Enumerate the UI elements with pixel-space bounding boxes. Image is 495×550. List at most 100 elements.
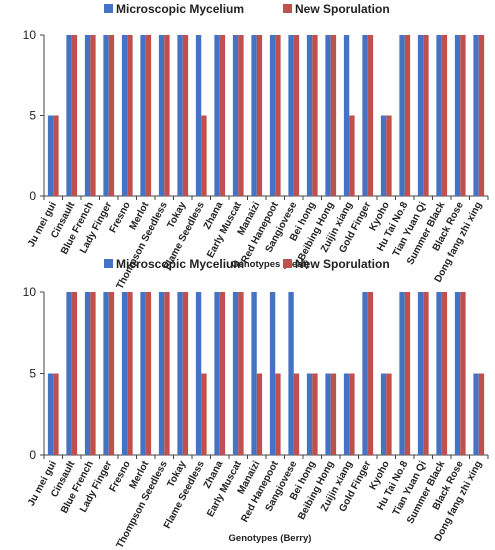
- leaf-bar-sporulation: [90, 35, 96, 196]
- berry-bar-sporulation: [127, 292, 133, 455]
- leaf-bar-sporulation: [145, 35, 152, 196]
- berry-bar-mycelium: [343, 373, 350, 455]
- leaf-legend-swatch-mycelium: [104, 4, 113, 13]
- berry-bar-mycelium: [454, 292, 461, 455]
- leaf-bar-sporulation: [423, 35, 429, 196]
- leaf-bar-mycelium: [454, 35, 461, 196]
- berry-bar-sporulation: [164, 292, 170, 455]
- berry-legend-swatch-mycelium: [104, 259, 113, 268]
- leaf-y-tick-label: 5: [29, 109, 36, 123]
- leaf-bar-sporulation: [53, 115, 59, 196]
- leaf-bar-mycelium: [103, 35, 109, 196]
- leaf-bar-mycelium: [362, 35, 368, 196]
- berry-legend-label-mycelium: Microscopic Mycelium: [116, 257, 244, 271]
- leaf-bar-sporulation: [108, 35, 115, 196]
- berry-legend-label-sporulation: New Sporulation: [295, 257, 390, 271]
- leaf-bar-mycelium: [380, 115, 387, 196]
- leaf-bar-sporulation: [238, 35, 244, 196]
- berry-bar-mycelium: [140, 292, 146, 455]
- leaf-bar-mycelium: [436, 35, 442, 196]
- berry-bar-mycelium: [269, 292, 276, 455]
- leaf-bar-mycelium: [417, 35, 424, 196]
- leaf-y-tick-label: 10: [23, 28, 37, 42]
- berry-bar-mycelium: [306, 373, 313, 455]
- berry-bar-sporulation: [330, 373, 337, 455]
- berry-bar-sporulation: [386, 373, 392, 455]
- berry-bar-mycelium: [47, 373, 54, 455]
- leaf-bar-mycelium: [473, 35, 479, 196]
- leaf-bar-sporulation: [275, 35, 281, 196]
- berry-bar-mycelium: [232, 292, 239, 455]
- berry-bar-sporulation: [182, 292, 189, 455]
- berry-y-tick-label: 0: [29, 448, 36, 462]
- leaf-bar-sporulation: [219, 35, 226, 196]
- leaf-bar-sporulation: [367, 35, 374, 196]
- leaf-bar-mycelium: [269, 35, 276, 196]
- leaf-bar-mycelium: [140, 35, 146, 196]
- leaf-y-tick-label: 0: [29, 189, 36, 203]
- berry-bar-sporulation: [460, 292, 466, 455]
- leaf-bar-mycelium: [214, 35, 220, 196]
- berry-bar-mycelium: [362, 292, 368, 455]
- berry-bar-mycelium: [325, 373, 331, 455]
- leaf-legend-label-sporulation: New Sporulation: [295, 2, 390, 16]
- leaf-bar-mycelium: [158, 35, 165, 196]
- berry-bar-sporulation: [367, 292, 374, 455]
- leaf-bar-sporulation: [164, 35, 170, 196]
- leaf-bar-mycelium: [251, 35, 257, 196]
- berry-bar-sporulation: [478, 373, 485, 455]
- leaf-bar-mycelium: [232, 35, 239, 196]
- berry-y-tick-label: 5: [29, 367, 36, 381]
- berry-bar-mycelium: [473, 373, 479, 455]
- leaf-bar-mycelium: [121, 35, 128, 196]
- berry-y-tick-label: 10: [23, 285, 37, 299]
- berry-bar-sporulation: [90, 292, 96, 455]
- berry-bar-sporulation: [349, 373, 355, 455]
- berry-bar-sporulation: [71, 292, 78, 455]
- leaf-bar-sporulation: [182, 35, 189, 196]
- berry-bar-sporulation: [441, 292, 448, 455]
- leaf-bar-sporulation: [71, 35, 78, 196]
- leaf-bar-sporulation: [127, 35, 133, 196]
- leaf-bar-mycelium: [288, 35, 294, 196]
- berry-bar-sporulation: [219, 292, 226, 455]
- leaf-bar-sporulation: [330, 35, 337, 196]
- leaf-bar-sporulation: [460, 35, 466, 196]
- berry-bar-sporulation: [201, 373, 207, 455]
- berry-bar-mycelium: [214, 292, 220, 455]
- berry-bar-mycelium: [84, 292, 91, 455]
- berry-bar-sporulation: [423, 292, 429, 455]
- berry-bar-mycelium: [288, 292, 294, 455]
- berry-bar-mycelium: [195, 292, 202, 455]
- leaf-bar-sporulation: [478, 35, 485, 196]
- berry-bar-mycelium: [177, 292, 183, 455]
- leaf-bar-sporulation: [386, 115, 392, 196]
- berry-bar-mycelium: [103, 292, 109, 455]
- leaf-bar-sporulation: [349, 115, 355, 196]
- leaf-bar-mycelium: [399, 35, 405, 196]
- berry-bar-mycelium: [417, 292, 424, 455]
- leaf-bar-sporulation: [256, 35, 263, 196]
- berry-legend-swatch-sporulation: [283, 259, 292, 268]
- berry-bar-sporulation: [145, 292, 152, 455]
- berry-bar-mycelium: [121, 292, 128, 455]
- berry-bar-sporulation: [108, 292, 115, 455]
- leaf-bar-mycelium: [195, 35, 202, 196]
- berry-bar-sporulation: [238, 292, 244, 455]
- leaf-bar-sporulation: [441, 35, 448, 196]
- leaf-bar-mycelium: [84, 35, 91, 196]
- berry-bar-mycelium: [251, 292, 257, 455]
- leaf-bar-mycelium: [325, 35, 331, 196]
- leaf-legend-label-mycelium: Microscopic Mycelium: [116, 2, 244, 16]
- leaf-bar-mycelium: [66, 35, 72, 196]
- leaf-x-axis-title: Genotypes (Leaf): [231, 259, 309, 270]
- berry-bar-sporulation: [256, 373, 263, 455]
- berry-bar-mycelium: [158, 292, 165, 455]
- leaf-bar-sporulation: [201, 115, 207, 196]
- leaf-bar-sporulation: [312, 35, 318, 196]
- berry-bar-mycelium: [399, 292, 405, 455]
- berry-bar-sporulation: [404, 292, 411, 455]
